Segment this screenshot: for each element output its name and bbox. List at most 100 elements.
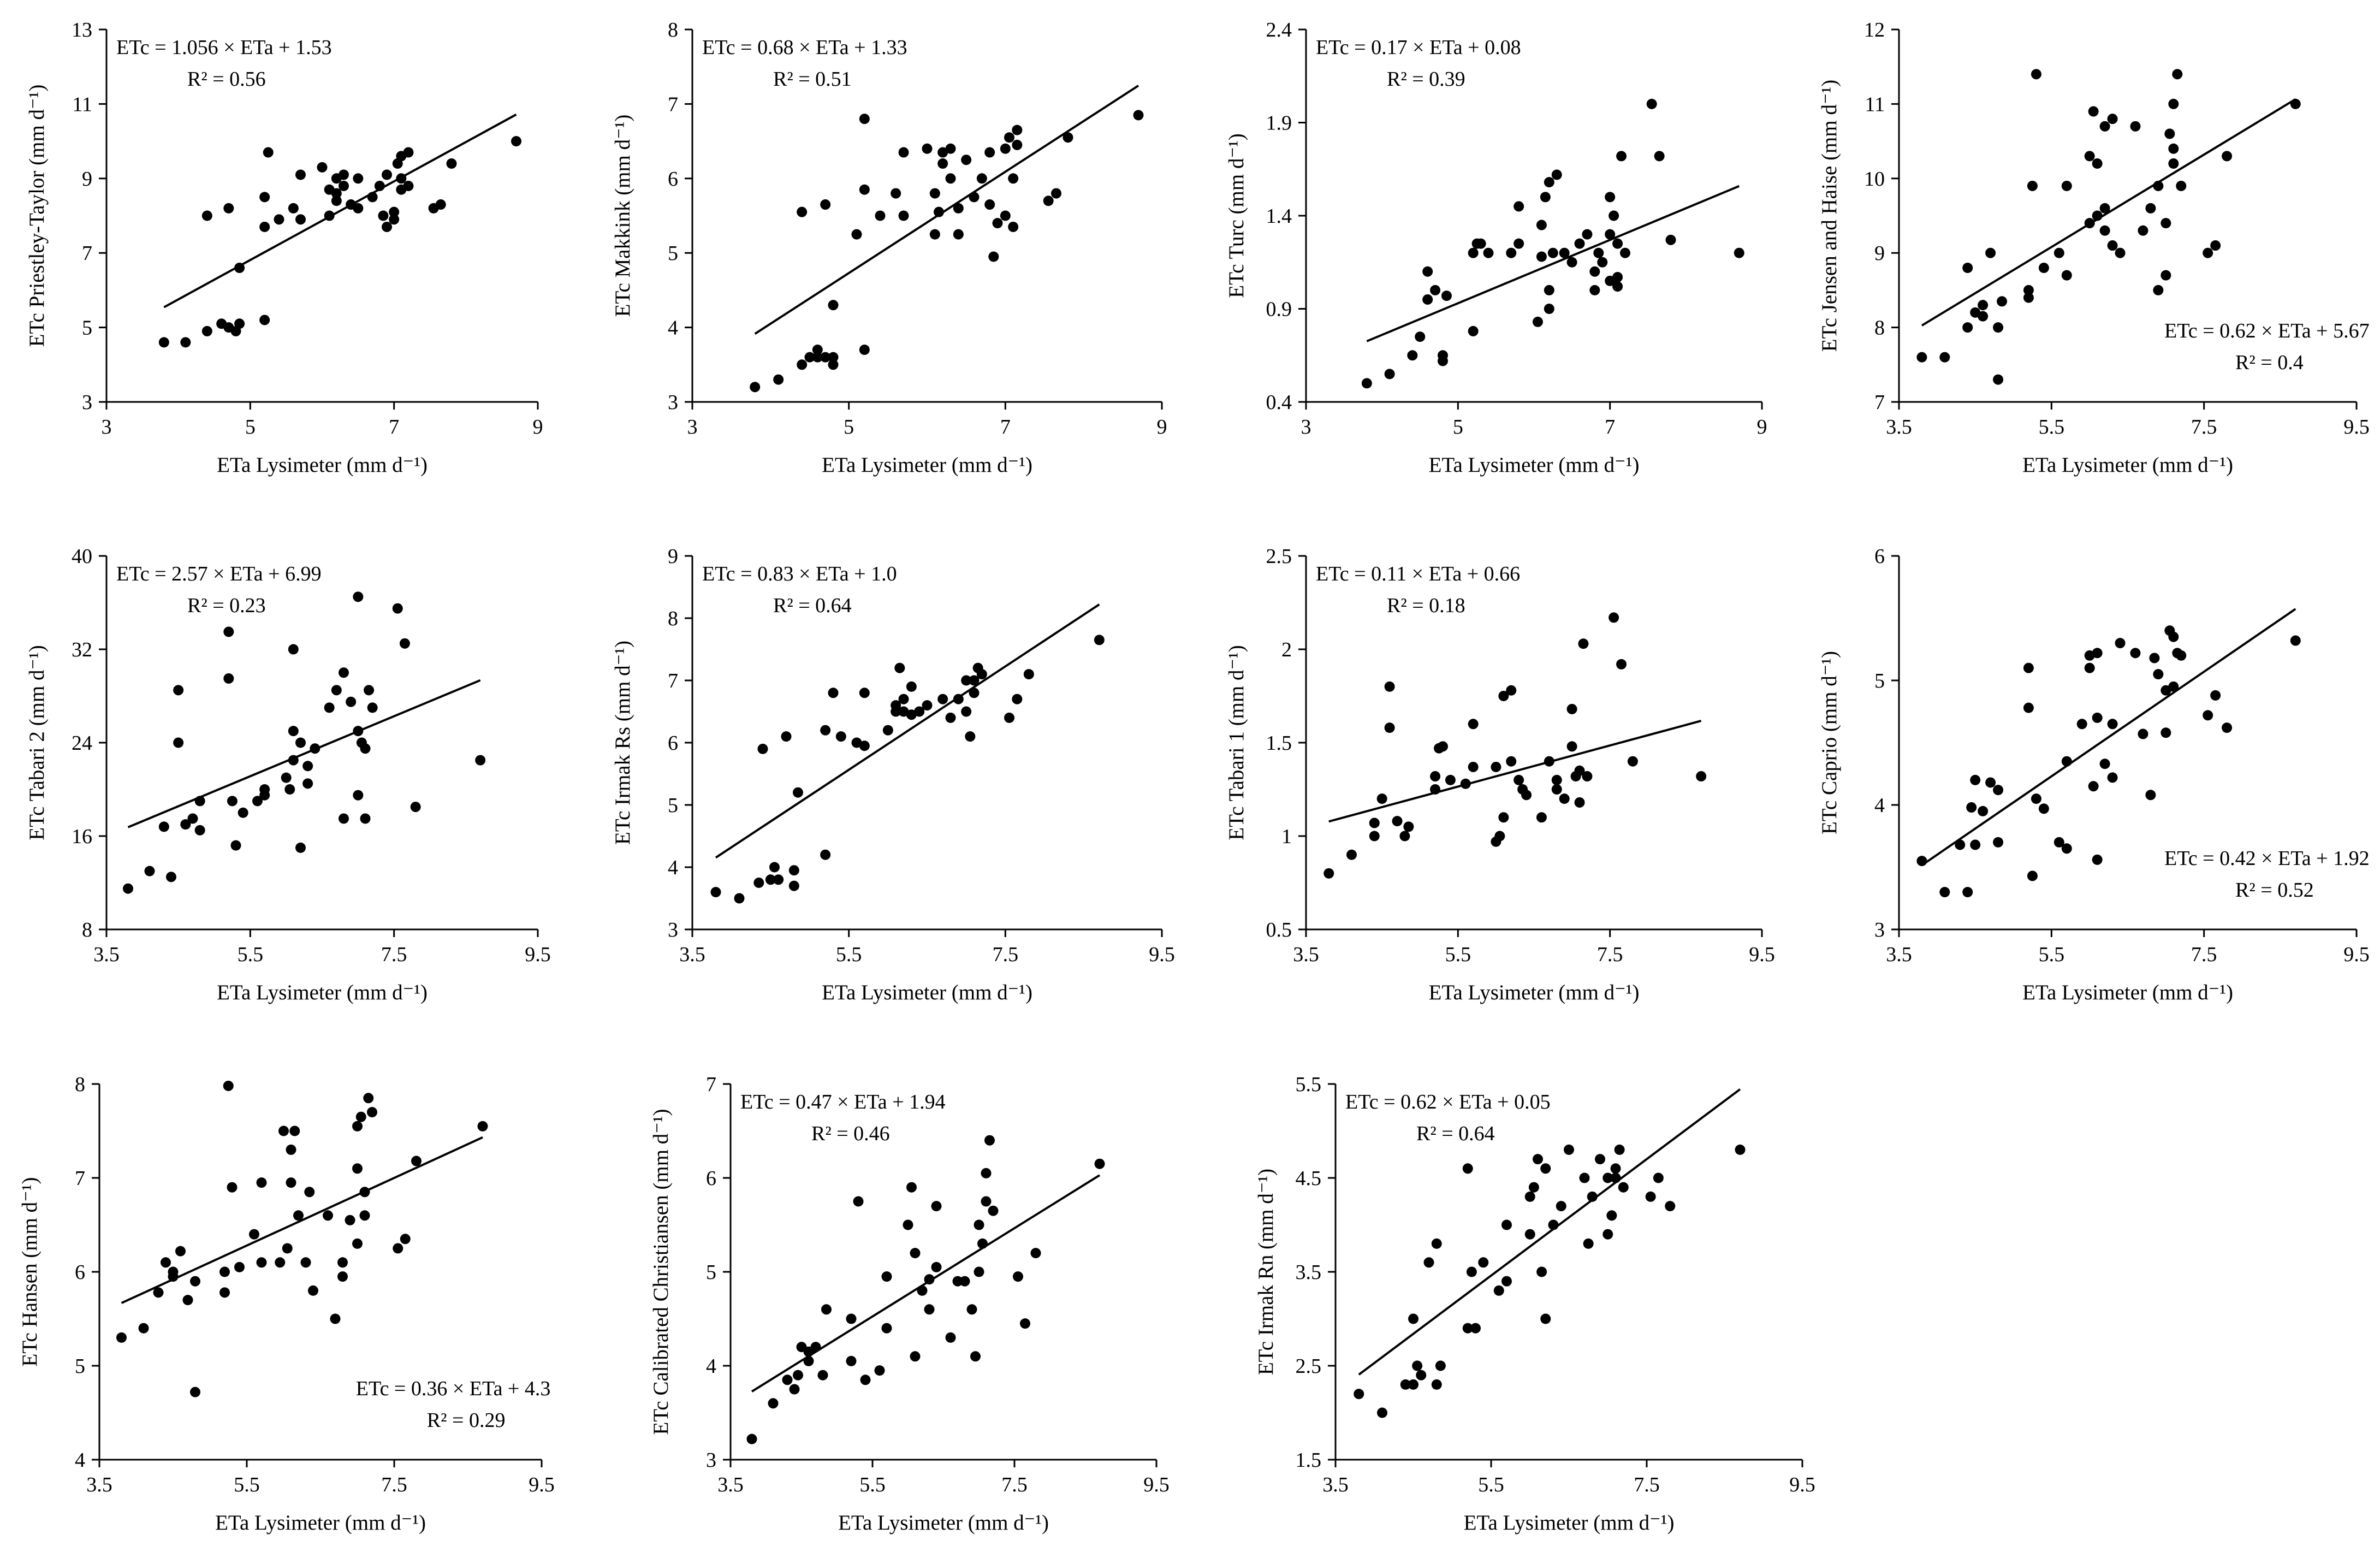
data-point [201,210,212,221]
data-point [1493,1285,1504,1296]
x-tick-label: 5.5 [238,943,264,966]
data-point [1532,316,1543,327]
data-point [1422,266,1433,277]
data-point [1468,325,1479,336]
y-tick-label: 7 [82,242,92,265]
y-axis-label: ETc Irmak Rn (mm d⁻¹) [1254,1169,1278,1375]
data-point [984,147,995,158]
x-tick-label: 5.5 [859,1473,886,1496]
data-point [331,188,342,199]
y-axis-label: ETc Priestley-Taylor (mm d⁻¹) [25,85,49,347]
x-tick-label: 3.5 [1322,1473,1349,1496]
data-point [2161,727,2171,738]
y-tick-label: 3 [1874,919,1885,941]
data-point [2023,285,2034,295]
data-point [793,787,803,798]
data-point [1384,722,1395,733]
regression-line [1921,608,2296,867]
y-axis-label: ETc Makkink (mm d⁻¹) [611,115,634,317]
data-point [2130,121,2141,132]
data-point [190,1276,200,1287]
data-point [882,725,893,736]
y-tick-label: 9 [668,545,678,568]
y-axis-label: ETc Calibrated Christiansen (mm d⁻¹) [649,1109,673,1435]
data-point [2203,247,2213,258]
data-point [1470,1323,1481,1334]
data-point [2038,262,2049,273]
x-tick-label: 3.5 [1886,943,1912,966]
data-point [2088,106,2099,117]
y-tick-label: 4 [706,1355,716,1378]
data-point [1544,304,1554,314]
data-point [2172,69,2183,80]
data-point [367,702,378,713]
data-point [2107,114,2118,125]
data-point [1609,210,1619,221]
data-point [924,1274,935,1285]
data-point [773,874,784,885]
y-tick-label: 6 [1874,545,1885,568]
data-point [859,740,870,751]
data-point [1556,1201,1566,1212]
data-point [746,1433,757,1444]
x-tick-label: 5.5 [2039,416,2065,439]
data-point [1377,1407,1387,1418]
x-tick-label: 5 [245,416,256,439]
data-point [2210,240,2221,251]
data-point [992,218,1003,229]
data-point [1985,777,1996,788]
data-point [859,688,870,698]
data-point [256,1257,267,1268]
chart-panel-11: 1.5 2.5 3.5 4.5 5.5 3.5 5.5 7.5 9.5 ETa Lysimeter… [1254,1073,1815,1535]
x-tick-label: 9 [533,416,543,439]
data-point [374,180,385,191]
data-point [1544,177,1554,188]
x-tick-label: 9.5 [2343,416,2370,439]
data-point [1962,322,1973,333]
data-point [931,1201,942,1212]
data-point [1483,247,1494,258]
data-point [286,1144,296,1155]
data-point [1616,659,1627,670]
data-point [323,1210,333,1221]
data-point [1369,817,1380,828]
equation-label: ETc = 2.57 × ETa + 6.99 [116,562,322,585]
data-point [1566,703,1577,714]
data-point [2084,151,2095,162]
x-axis-label: ETa Lysimeter (mm d⁻¹) [2022,453,2233,477]
data-point [2027,180,2038,191]
data-point [1589,285,1600,295]
data-point [859,114,870,125]
y-tick-label: 7 [75,1167,85,1190]
data-point [2107,240,2118,251]
y-tick-label: 3 [668,391,678,414]
data-point [1985,247,1996,258]
data-point [1094,635,1105,645]
x-tick-label: 7 [389,416,399,439]
data-point [859,345,870,356]
data-point [910,1351,921,1362]
data-point [1540,192,1551,203]
y-tick-label: 8 [1874,317,1885,340]
data-point [2027,870,2038,881]
x-tick-label: 3.5 [93,943,120,966]
data-point [2099,759,2110,769]
data-point [1533,1154,1543,1165]
data-point [1587,1191,1598,1202]
data-point [173,737,184,748]
data-point [300,1257,311,1268]
data-point [734,893,745,904]
data-point [330,1313,341,1324]
data-point [903,1219,913,1230]
data-point [1422,294,1433,305]
data-point [1653,1172,1664,1183]
data-point [1431,1379,1442,1390]
x-tick-label: 9.5 [2343,943,2370,966]
r-squared-label: R² = 0.64 [773,594,852,617]
data-point [403,147,414,158]
data-point [1501,1276,1512,1287]
data-point [984,1135,995,1146]
data-point [1051,188,1061,199]
data-point [906,709,917,720]
data-point [1548,1219,1559,1230]
